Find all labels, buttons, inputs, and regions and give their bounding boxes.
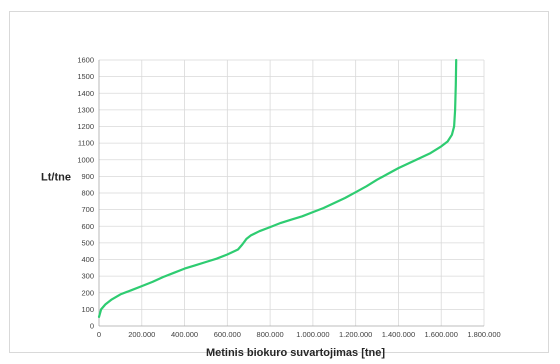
x-tick-label: 600.000 <box>214 330 241 339</box>
gridlines <box>99 59 485 326</box>
y-tick-label: 800 <box>81 189 94 198</box>
x-tick-label: 800.000 <box>257 330 284 339</box>
y-tick-labels: 0 100 200 300 400 500 600 700 800 900 1000 1100 1200… <box>77 56 94 331</box>
y-tick-label: 900 <box>81 172 94 181</box>
x-tick-label: 1.200.000 <box>339 330 372 339</box>
y-tick-label: 1100 <box>78 139 94 148</box>
x-tick-label: 200.000 <box>128 330 155 339</box>
y-tick-label: 1400 <box>77 89 94 98</box>
y-tick-label: 0 <box>90 322 94 331</box>
x-tick-label: 0 <box>97 330 101 339</box>
x-axis-title: Metinis biokuro suvartojimas [tne] <box>206 347 385 359</box>
x-tick-labels: 0 200.000 400.000 600.000 800.000 1.000.000 1.… <box>97 330 501 339</box>
y-tick-label: 400 <box>81 255 94 264</box>
y-tick-label: 700 <box>81 205 94 214</box>
y-tick-label: 300 <box>81 272 94 281</box>
y-tick-label: 1000 <box>77 155 94 164</box>
x-tick-label: 1.000.000 <box>296 330 329 339</box>
y-tick-label: 200 <box>81 288 94 297</box>
series-line <box>97 58 458 318</box>
y-tick-label: 1300 <box>77 105 94 114</box>
y-tick-label: 100 <box>81 305 94 314</box>
series-lines <box>97 58 458 318</box>
x-tick-label: 1.600.000 <box>425 330 458 339</box>
x-tick-label: 1.800.000 <box>467 330 500 339</box>
y-tick-label: 1500 <box>77 72 94 81</box>
y-tick-label: 1600 <box>77 56 94 65</box>
x-tick-label: 1.400.000 <box>382 330 415 339</box>
y-tick-label: 500 <box>81 238 94 247</box>
y-axis-title: Lt/tne <box>41 171 71 183</box>
y-tick-label: 1200 <box>77 122 94 131</box>
y-tick-label: 600 <box>81 222 94 231</box>
axes <box>98 60 484 327</box>
x-tick-label: 400.000 <box>171 330 198 339</box>
